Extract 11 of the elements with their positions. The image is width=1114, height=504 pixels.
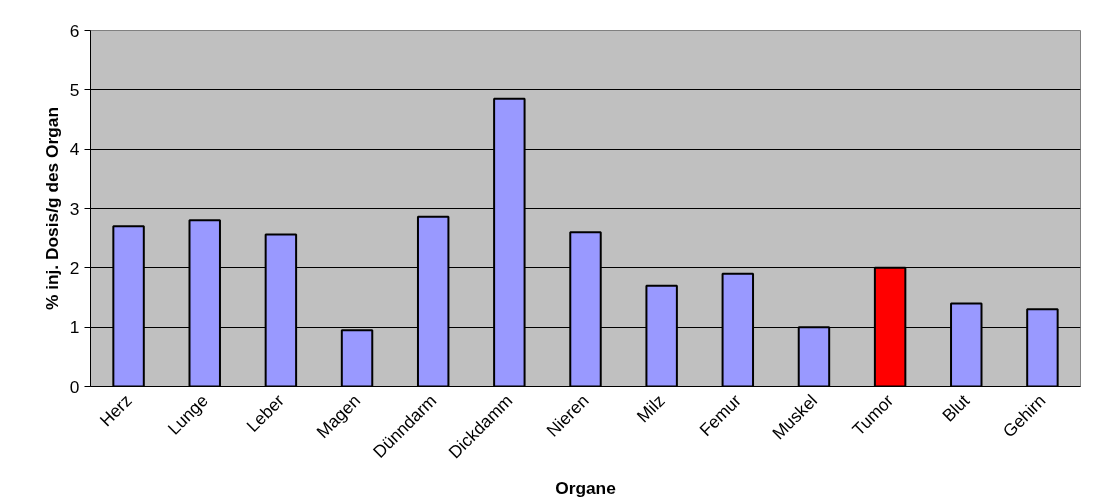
- x-tick-label: Blut: [938, 390, 974, 426]
- y-tick-label: 6: [69, 20, 80, 41]
- y-tick-label: 0: [69, 376, 80, 397]
- x-axis-title: Organe: [555, 477, 617, 498]
- y-tick-label: 4: [69, 139, 80, 160]
- y-tick-label: 2: [69, 257, 80, 278]
- x-tick-label: Milz: [632, 390, 669, 427]
- y-tick-label: 1: [69, 317, 80, 338]
- y-tick-label: 5: [69, 79, 80, 100]
- y-axis-title: % inj. Dosis/g des Organ: [41, 106, 62, 311]
- y-tick-label: 3: [69, 198, 80, 219]
